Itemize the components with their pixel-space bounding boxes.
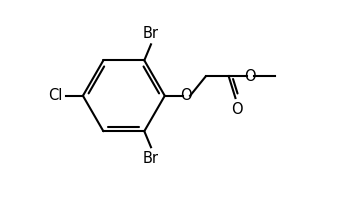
- Text: O: O: [232, 102, 243, 117]
- Text: O: O: [180, 88, 192, 103]
- Text: O: O: [245, 69, 256, 84]
- Text: Br: Br: [143, 26, 159, 41]
- Text: Br: Br: [143, 151, 159, 166]
- Text: Cl: Cl: [48, 88, 62, 103]
